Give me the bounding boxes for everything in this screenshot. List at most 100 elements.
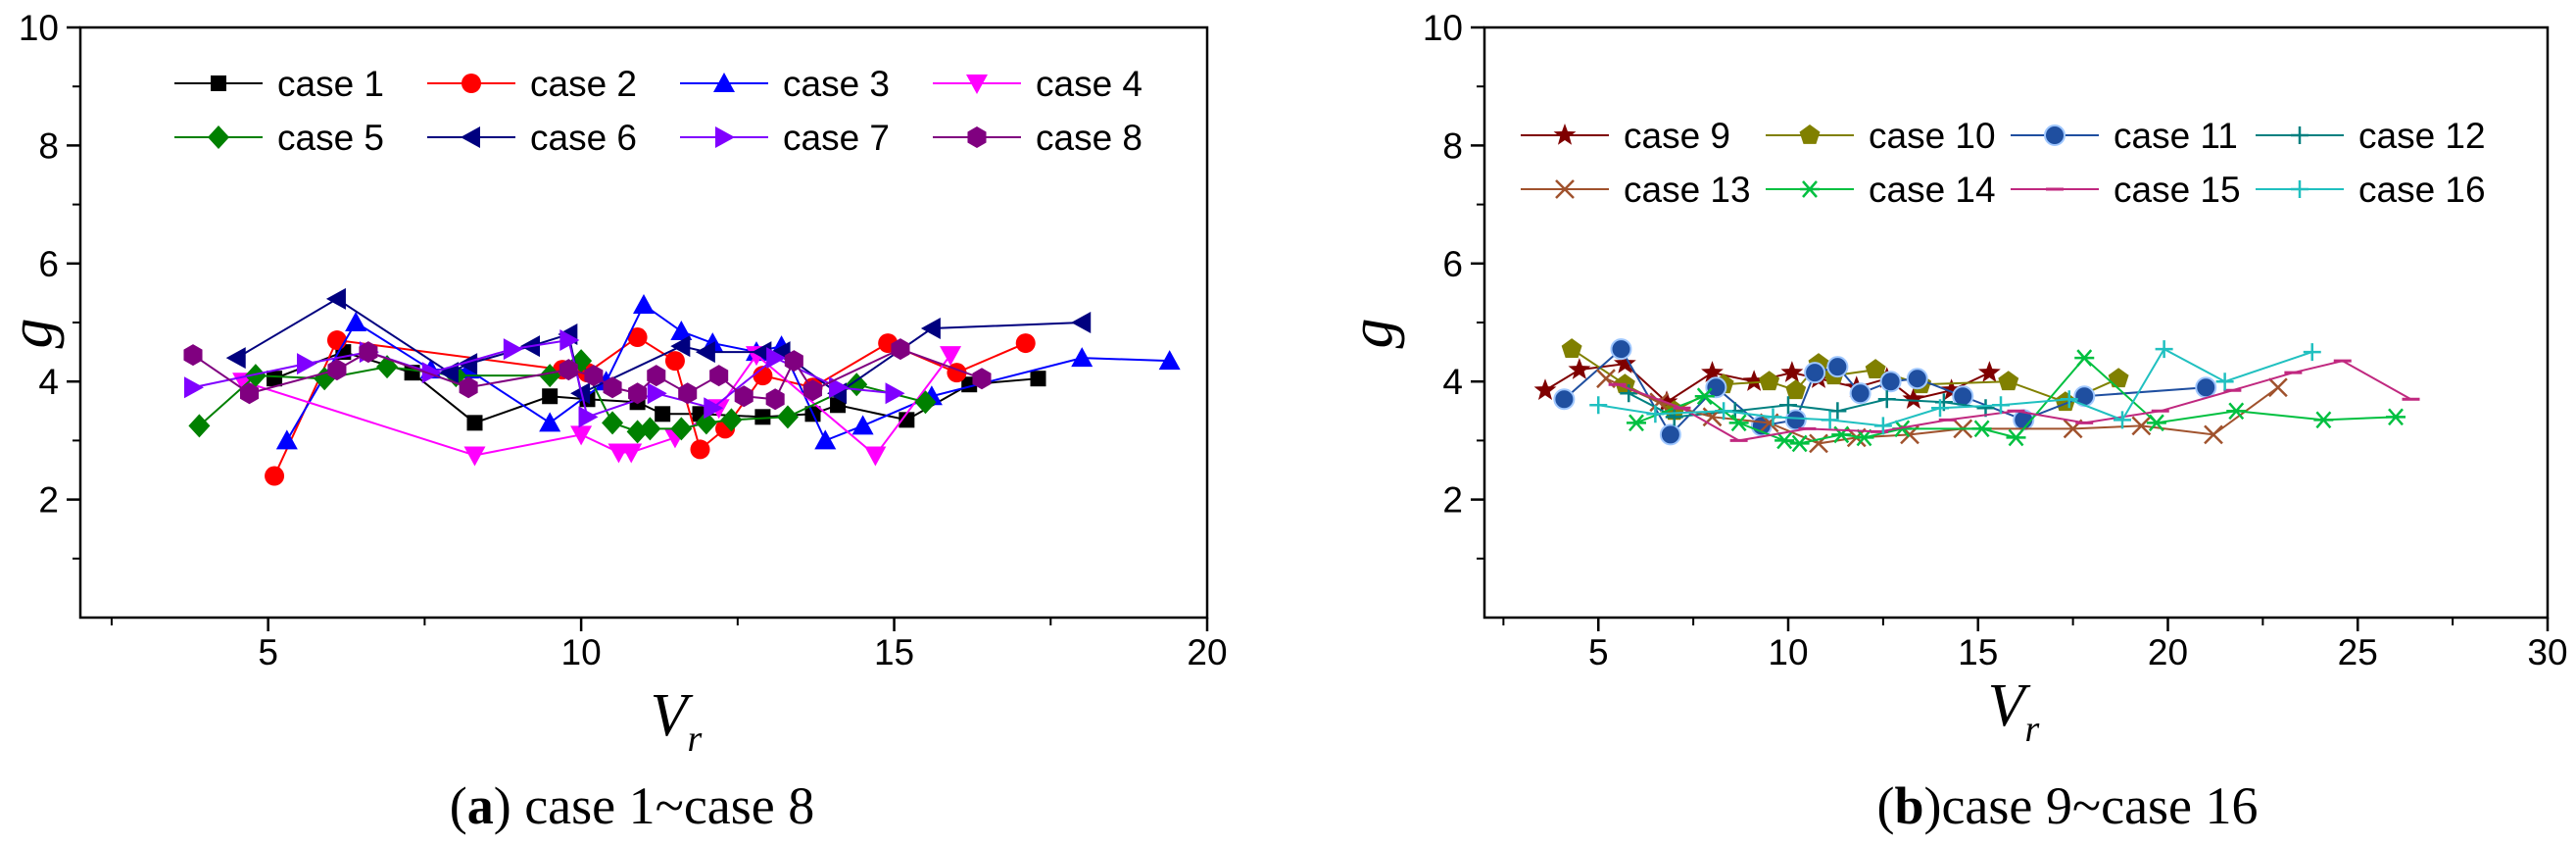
data-point: [1589, 396, 1608, 415]
data-point: [647, 382, 667, 405]
data-point: [188, 414, 211, 438]
data-point: [265, 466, 285, 486]
data-point: [297, 353, 316, 375]
legend-item-case-5: case 5: [174, 118, 384, 158]
x-tick-label: 5: [258, 632, 278, 672]
data-point: [1646, 405, 1665, 423]
series-line-case-14: [1635, 356, 2397, 445]
data-point: [690, 439, 710, 460]
data-point: [539, 412, 561, 432]
caption-b-text: case 9~case 16: [1941, 776, 2258, 835]
axis-ticks-b: 5 10 15 20 25 30 2 4 6 8 10: [1423, 8, 2568, 672]
caption-b: (b)case 9~case 16: [1876, 776, 2258, 835]
data-point: [2074, 349, 2095, 367]
data-point: [1902, 387, 1925, 409]
y-tick-label: 8: [1442, 125, 1463, 166]
legend-item-case-2: case 2: [427, 64, 637, 104]
legend-label: case 16: [2358, 170, 2486, 210]
caption-b-label: b: [1894, 776, 1923, 835]
legend-label: case 8: [1036, 118, 1142, 158]
data-point: [559, 359, 578, 381]
data-point: [1879, 371, 1902, 393]
data-point: [2131, 416, 2152, 436]
legend-marker: [211, 75, 226, 91]
series-line-case-12: [1628, 392, 1986, 419]
data-point: [539, 364, 561, 388]
legend-label: case 1: [277, 64, 384, 104]
series-group-b: [1533, 338, 2420, 454]
data-point: [864, 446, 887, 467]
legend-label: case 4: [1036, 64, 1142, 104]
data-point: [1553, 388, 1576, 411]
data-point: [570, 425, 593, 446]
legend-marker: [2044, 124, 2066, 146]
caption-a: (a) case 1~case 8: [450, 776, 815, 835]
y-tick-label: 2: [1442, 480, 1463, 521]
data-point: [463, 446, 486, 467]
legend-label: case 13: [1624, 170, 1751, 210]
x-tick-label: 5: [1588, 632, 1609, 672]
data-point: [972, 368, 992, 390]
data-point: [503, 338, 523, 361]
y-axis-label-a: g: [0, 319, 65, 349]
data-point: [1789, 434, 1810, 453]
legend-marker: [967, 126, 987, 148]
legend-item-case-14: case 14: [1766, 170, 1996, 210]
data-point: [776, 405, 799, 429]
data-point: [542, 388, 559, 405]
series-line-case-11: [1563, 347, 2207, 437]
data-point: [345, 312, 367, 331]
data-point: [1779, 396, 1797, 415]
data-point: [1158, 350, 1181, 371]
series-case-14: [1627, 349, 2406, 453]
data-point: [899, 412, 915, 428]
data-point: [1071, 312, 1092, 333]
series-case-8: [183, 338, 992, 411]
x-tick-label: 20: [2148, 632, 2188, 672]
data-point: [1873, 417, 1892, 435]
x-tick-label: 10: [561, 632, 602, 672]
data-point: [275, 429, 298, 450]
x-axis-label-sub-b: r: [2025, 709, 2040, 750]
data-point: [239, 382, 260, 405]
data-point: [1071, 347, 1094, 368]
data-point: [325, 287, 346, 310]
data-point: [2060, 390, 2078, 409]
data-point: [639, 417, 661, 441]
data-point: [1774, 431, 1795, 450]
data-point: [2114, 411, 2131, 429]
data-point: [1940, 378, 1964, 400]
data-point: [1694, 387, 1715, 406]
legend-label: case 2: [530, 64, 637, 104]
legend-item-case-16: case 16: [2256, 170, 2486, 210]
data-point: [1804, 362, 1826, 384]
series-line-case-4: [242, 353, 951, 457]
x-tick-label: 20: [1187, 632, 1227, 672]
data-point: [603, 376, 622, 399]
legend-label: case 9: [1624, 116, 1730, 156]
data-point: [1015, 333, 1036, 354]
data-point: [1998, 371, 2019, 391]
data-point: [891, 338, 910, 361]
data-point: [1728, 414, 1749, 432]
data-point: [802, 379, 823, 402]
data-point: [940, 346, 962, 367]
legend-label: case 6: [530, 118, 637, 158]
data-point: [885, 382, 905, 405]
data-point: [459, 376, 478, 399]
x-axis-label-main-b: V: [1988, 672, 2031, 739]
y-tick-label: 4: [38, 362, 59, 402]
data-point: [627, 327, 648, 348]
y-tick-label: 10: [1423, 8, 1463, 48]
y-axis-label-b: g: [1338, 319, 1405, 349]
legend-marker: [1799, 124, 1821, 144]
legend-label: case 12: [2358, 116, 2486, 156]
data-point: [628, 382, 648, 405]
y-tick-label: 6: [1442, 244, 1463, 284]
data-point: [184, 376, 204, 399]
data-point: [1826, 356, 1849, 378]
legend-item-case-9: case 9: [1521, 116, 1730, 156]
legend-marker: [1555, 179, 1575, 199]
data-point: [1561, 338, 1582, 358]
data-point: [2215, 373, 2234, 391]
